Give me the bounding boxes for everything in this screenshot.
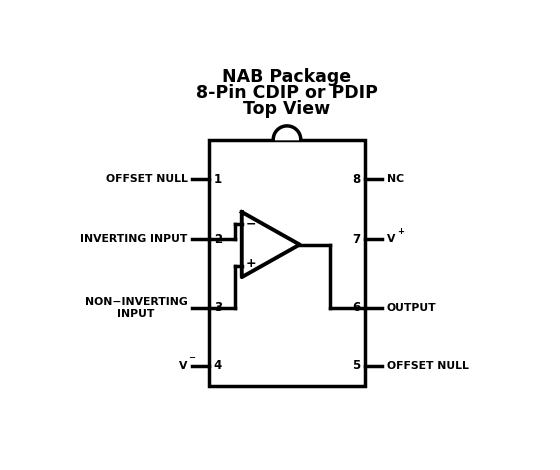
Text: −: − (246, 217, 256, 230)
Text: OFFSET NULL: OFFSET NULL (386, 361, 468, 371)
Text: NAB Package: NAB Package (222, 68, 352, 86)
Text: INVERTING INPUT: INVERTING INPUT (80, 234, 188, 244)
Text: 2: 2 (214, 233, 222, 246)
Text: 8-Pin CDIP or PDIP: 8-Pin CDIP or PDIP (196, 84, 378, 102)
Text: V: V (386, 234, 395, 244)
Text: 4: 4 (214, 360, 222, 372)
Text: 3: 3 (214, 301, 222, 314)
Text: 6: 6 (352, 301, 360, 314)
Polygon shape (273, 126, 301, 140)
Text: OFFSET NULL: OFFSET NULL (106, 174, 188, 184)
Text: NC: NC (386, 174, 404, 184)
Text: −: − (189, 353, 195, 362)
Text: +: + (245, 257, 256, 270)
Text: OUTPUT: OUTPUT (386, 303, 436, 313)
Text: 7: 7 (352, 233, 360, 246)
Text: NON−INVERTING
INPUT: NON−INVERTING INPUT (85, 297, 188, 319)
Text: 1: 1 (214, 173, 222, 186)
Text: +: + (396, 227, 404, 235)
Text: 5: 5 (352, 360, 360, 372)
Text: Top View: Top View (244, 100, 330, 118)
Bar (209, 140, 365, 386)
Text: 8: 8 (352, 173, 360, 186)
Text: V: V (179, 361, 188, 371)
